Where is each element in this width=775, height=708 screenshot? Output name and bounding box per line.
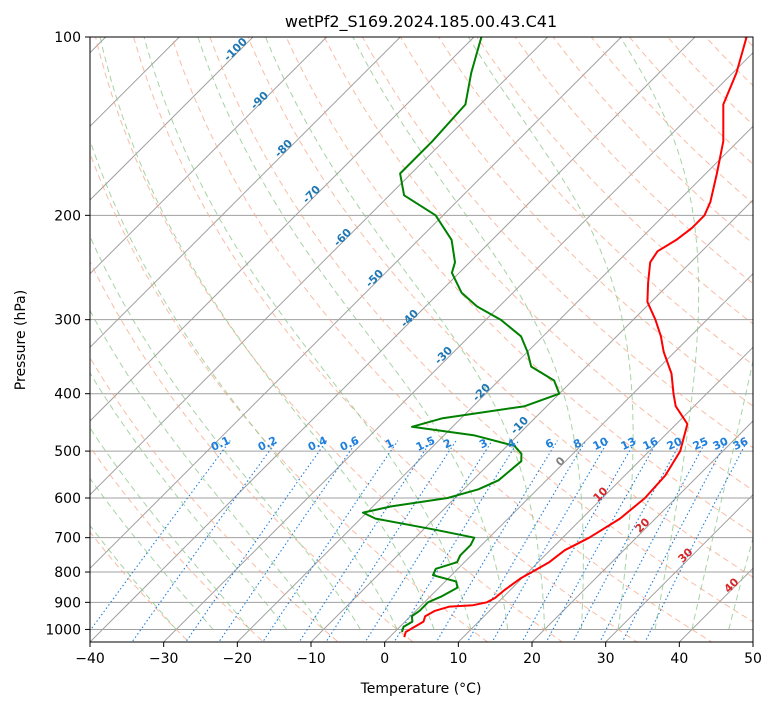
isotherm-line [90, 37, 549, 496]
isotherm-line [90, 37, 328, 275]
mixing-ratio-label: 30 [711, 435, 731, 453]
moist-adiabat-line [90, 427, 251, 630]
x-tick-label: −20 [223, 651, 253, 667]
mixing-ratio-line [644, 440, 748, 642]
gridlines [90, 37, 753, 642]
moist-adiabat-line [467, 37, 634, 630]
mixing-ratio-line [491, 440, 609, 642]
thermodynamic-background-lines [90, 37, 753, 642]
x-tick-label: −10 [296, 651, 326, 667]
dewpoint-profile-line [362, 37, 561, 633]
mixing-ratio-label: 16 [641, 435, 661, 453]
moist-adiabat-line [143, 37, 472, 630]
x-tick-label: 20 [523, 651, 541, 667]
dry-adiabat-line [171, 37, 713, 642]
mixing-ratio-line [545, 440, 659, 642]
y-tick-label: 800 [54, 565, 81, 581]
isotherm-line [90, 37, 401, 349]
y-tick-label: 100 [54, 30, 81, 46]
dry-adiabat-line [285, 37, 753, 534]
dry-adiabat-line [438, 37, 753, 366]
x-tick-label: −40 [75, 651, 105, 667]
x-tick-label: 30 [597, 651, 615, 667]
mixing-ratio-label: 36 [731, 435, 751, 453]
temperature-profile-line [403, 37, 748, 638]
dry-adiabat-line [209, 37, 753, 623]
x-axis-label: Temperature (°C) [360, 681, 482, 697]
mixing-ratio-line [599, 440, 707, 642]
mixing-ratio-label: 10 [591, 435, 611, 453]
isotherm-line [384, 272, 753, 642]
mixing-ratio-line [364, 440, 493, 642]
mixing-ratio-label: 20 [665, 435, 685, 453]
moist-adiabat-line [90, 477, 214, 630]
isotherm-line [605, 493, 753, 642]
isotherm-line [90, 37, 475, 422]
plot-frame [89, 36, 754, 643]
isotherm-line [457, 346, 753, 642]
moist-adiabat-line [619, 37, 700, 630]
mixing-ratio-label: 25 [691, 435, 710, 453]
x-tick-label: 0 [380, 651, 389, 667]
dry-adiabat-line [90, 445, 265, 642]
y-tick-label: 400 [54, 387, 81, 403]
chart-title: wetPf2_S169.2024.185.00.43.C41 [285, 12, 557, 32]
dry-adiabat-line [90, 531, 190, 642]
y-tick-label: 900 [54, 595, 81, 611]
y-tick-label: 700 [54, 531, 81, 547]
mixing-ratio-line [435, 440, 558, 642]
axis-ticks: −40 −30 −20 −10 0 10 20 30 40 50 100 200 300 400 500 60… [45, 30, 762, 667]
mixing-ratio-line [521, 440, 637, 642]
mixing-ratio-line [466, 440, 587, 642]
isotherm-line [90, 37, 622, 570]
mixing-ratio-label: 13 [619, 435, 638, 453]
x-tick-label: −30 [149, 651, 179, 667]
moist-adiabat-line [90, 371, 288, 630]
y-tick-label: 500 [54, 444, 81, 460]
moist-adiabat-line [90, 138, 398, 630]
dry-adiabat-line [90, 151, 489, 642]
moist-adiabat-line [99, 37, 435, 630]
isotherm-line [310, 199, 753, 642]
isotherm-line [90, 37, 696, 642]
y-axis-label: Pressure (hPa) [13, 290, 29, 390]
mixing-ratio-line [572, 440, 683, 642]
moist-adiabat-line [90, 309, 324, 630]
moist-adiabat-line [197, 37, 509, 630]
y-tick-label: 1000 [45, 622, 81, 638]
moist-adiabat-line [264, 37, 546, 630]
dry-adiabat-line [133, 37, 638, 642]
mixing-ratio-line [298, 440, 432, 642]
y-tick-label: 600 [54, 491, 81, 507]
y-tick-label: 300 [54, 313, 81, 329]
mixing-ratio-line [325, 440, 457, 642]
y-tick-label: 200 [54, 208, 81, 224]
profile-lines [362, 37, 748, 638]
isotherm-line [236, 125, 753, 642]
moist-adiabat-line [728, 536, 753, 630]
x-tick-label: 50 [744, 651, 762, 667]
moist-adiabat-line [90, 524, 177, 630]
mixing-ratio-line [262, 440, 399, 642]
dry-adiabat-line [90, 260, 414, 642]
dry-adiabat-line [400, 37, 753, 407]
moist-adiabat-line [90, 235, 361, 630]
moist-adiabat-line [691, 358, 753, 630]
moist-adiabat-line [352, 37, 584, 630]
x-tick-label: 40 [670, 651, 688, 667]
isotherm-line [163, 51, 753, 642]
dry-adiabat-line [90, 356, 340, 642]
isotherm-line [531, 420, 753, 642]
isotherm-line [90, 37, 254, 201]
mixing-ratio-line [621, 440, 728, 642]
dry-adiabat-line [476, 37, 753, 325]
x-tick-label: 10 [449, 651, 467, 667]
dry-adiabat-line [94, 37, 564, 642]
dry-adiabat-line [247, 37, 753, 578]
mixing-ratio-line [131, 440, 278, 642]
